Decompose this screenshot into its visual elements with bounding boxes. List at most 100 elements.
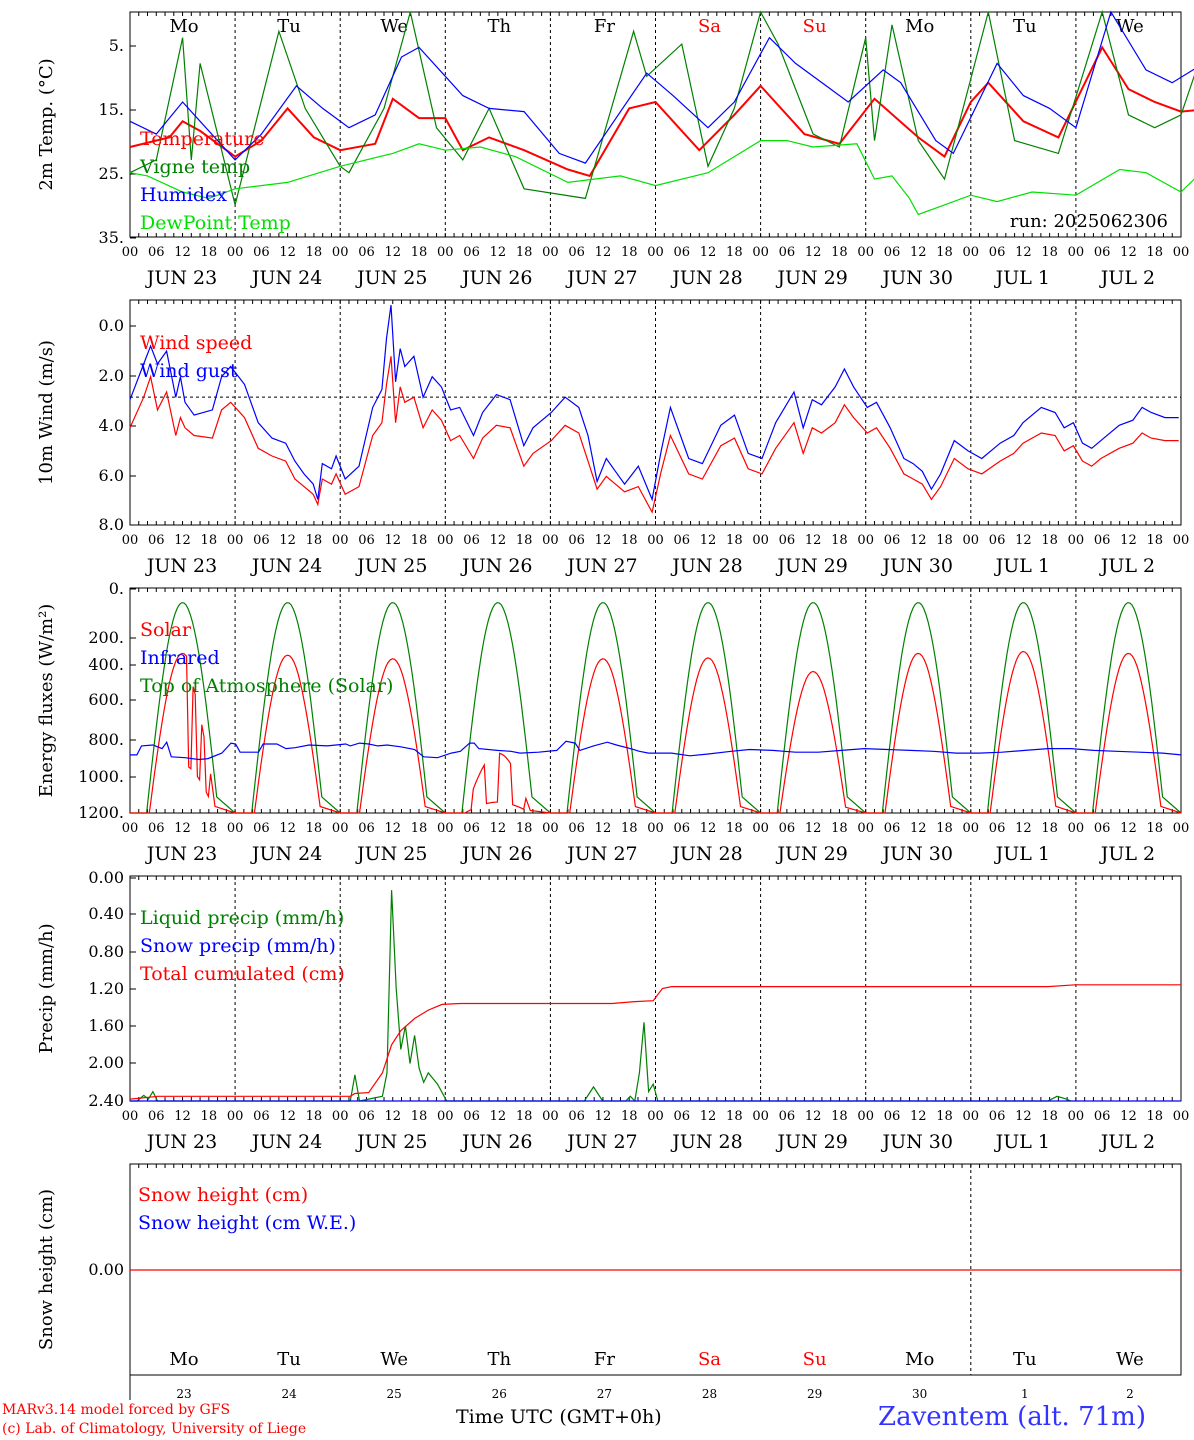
- date-label: JUN 30: [880, 267, 952, 289]
- plot-frame: [129, 587, 1182, 814]
- hour-label: 06: [884, 245, 901, 260]
- hour-label: 00: [1173, 533, 1190, 548]
- weekday-label: Fr: [594, 1349, 615, 1370]
- hour-label: 18: [201, 245, 218, 260]
- hour-label: 12: [1015, 1109, 1032, 1124]
- date-label: JUN 26: [460, 267, 532, 289]
- y-tick-label: 8.0: [99, 515, 124, 534]
- y-tick-label: 15.: [99, 100, 124, 119]
- y-axis-label: 10m Wind (m/s): [36, 340, 57, 485]
- hour-label: 00: [542, 533, 559, 548]
- hour-label: 06: [358, 245, 375, 260]
- series-temperature: [129, 45, 1194, 178]
- hour-label: 06: [253, 1109, 270, 1124]
- hour-label: 18: [201, 1109, 218, 1124]
- legend-entry: Temperature: [140, 128, 264, 150]
- hour-label: 18: [936, 245, 953, 260]
- hour-label: 06: [568, 1109, 585, 1124]
- hour-label: 06: [779, 245, 796, 260]
- weekday-label: Mo: [905, 16, 934, 37]
- y-tick-label: 0.: [109, 579, 124, 598]
- weekday-label: We: [1116, 1349, 1144, 1370]
- y-tick-label: 200.: [88, 628, 124, 647]
- hour-label: 18: [516, 821, 533, 836]
- date-label: JUN 27: [565, 1131, 637, 1153]
- legend-entry: Wind gust: [140, 360, 238, 382]
- legend-entry: DewPoint Temp: [140, 212, 291, 234]
- hour-label: 06: [674, 533, 691, 548]
- hour-label: 06: [463, 533, 480, 548]
- hour-label: 06: [989, 821, 1006, 836]
- hour-label: 18: [411, 533, 428, 548]
- hour-label: 06: [1094, 1109, 1111, 1124]
- weekday-label: Th: [487, 16, 511, 37]
- date-label: JUN 25: [355, 267, 427, 289]
- hour-label: 00: [752, 821, 769, 836]
- legend-entry: Vigne temp: [139, 156, 250, 178]
- hour-label: 00: [437, 533, 454, 548]
- hour-label: 12: [805, 821, 822, 836]
- day-number: 2: [1126, 1387, 1134, 1401]
- hour-label: 00: [542, 245, 559, 260]
- hour-label: 12: [384, 821, 401, 836]
- hour-label: 18: [516, 245, 533, 260]
- date-label: JUN 30: [880, 555, 952, 577]
- hour-label: 12: [700, 533, 717, 548]
- hour-label: 00: [542, 1109, 559, 1124]
- hour-label: 00: [857, 533, 874, 548]
- hour-label: 18: [1041, 533, 1058, 548]
- hour-label: 06: [1094, 821, 1111, 836]
- hour-label: 18: [201, 821, 218, 836]
- date-label: JUN 23: [145, 267, 217, 289]
- weekday-label: Sa: [698, 16, 721, 37]
- date-label: JUN 30: [880, 843, 952, 865]
- hour-label: 18: [1146, 1109, 1163, 1124]
- legend-entry: Snow height (cm W.E.): [138, 1212, 356, 1234]
- y-tick-label: 1.60: [88, 1016, 124, 1035]
- hour-label: 06: [779, 821, 796, 836]
- legend-entry: Infrared: [140, 647, 220, 669]
- hour-label: 12: [700, 821, 717, 836]
- hour-label: 12: [384, 1109, 401, 1124]
- y-tick-label: 35.: [99, 228, 124, 247]
- date-label: JUN 27: [565, 555, 637, 577]
- hour-label: 12: [595, 533, 612, 548]
- hour-label: 18: [726, 821, 743, 836]
- hour-label: 18: [306, 821, 323, 836]
- series-infrared: [130, 740, 1182, 761]
- date-label: JUN 23: [145, 1131, 217, 1153]
- hour-label: 12: [174, 821, 191, 836]
- y-tick-label: 6.0: [99, 466, 124, 485]
- legend-entry: Liquid precip (mm/h): [140, 907, 344, 929]
- station-name: Zaventem (alt. 71m): [878, 1402, 1146, 1432]
- hour-label: 12: [910, 821, 927, 836]
- hour-label: 06: [989, 1109, 1006, 1124]
- date-label: JUN 24: [250, 267, 322, 289]
- hour-label: 00: [752, 1109, 769, 1124]
- hour-label: 12: [700, 245, 717, 260]
- date-label: JUN 23: [145, 843, 217, 865]
- hour-label: 06: [674, 245, 691, 260]
- hour-label: 06: [358, 821, 375, 836]
- hour-label: 18: [1146, 533, 1163, 548]
- hour-label: 12: [805, 533, 822, 548]
- hour-label: 06: [463, 1109, 480, 1124]
- hour-label: 18: [621, 821, 638, 836]
- hour-label: 06: [148, 245, 165, 260]
- date-label: JUN 25: [355, 555, 427, 577]
- date-label: JUL 2: [1099, 1131, 1155, 1153]
- hour-label: 06: [253, 245, 270, 260]
- legend-entry: Snow precip (mm/h): [140, 935, 336, 957]
- hour-label: 18: [516, 1109, 533, 1124]
- hour-label: 06: [568, 245, 585, 260]
- hour-label: 12: [910, 1109, 927, 1124]
- hour-label: 18: [306, 533, 323, 548]
- hour-label: 00: [857, 1109, 874, 1124]
- hour-label: 00: [963, 821, 980, 836]
- y-tick-label: 2.0: [99, 366, 124, 385]
- hour-label: 12: [1120, 245, 1137, 260]
- y-tick-label: 0.80: [88, 942, 124, 961]
- hour-label: 00: [752, 533, 769, 548]
- y-tick-label: 1000.: [78, 767, 124, 786]
- hour-label: 12: [1120, 533, 1137, 548]
